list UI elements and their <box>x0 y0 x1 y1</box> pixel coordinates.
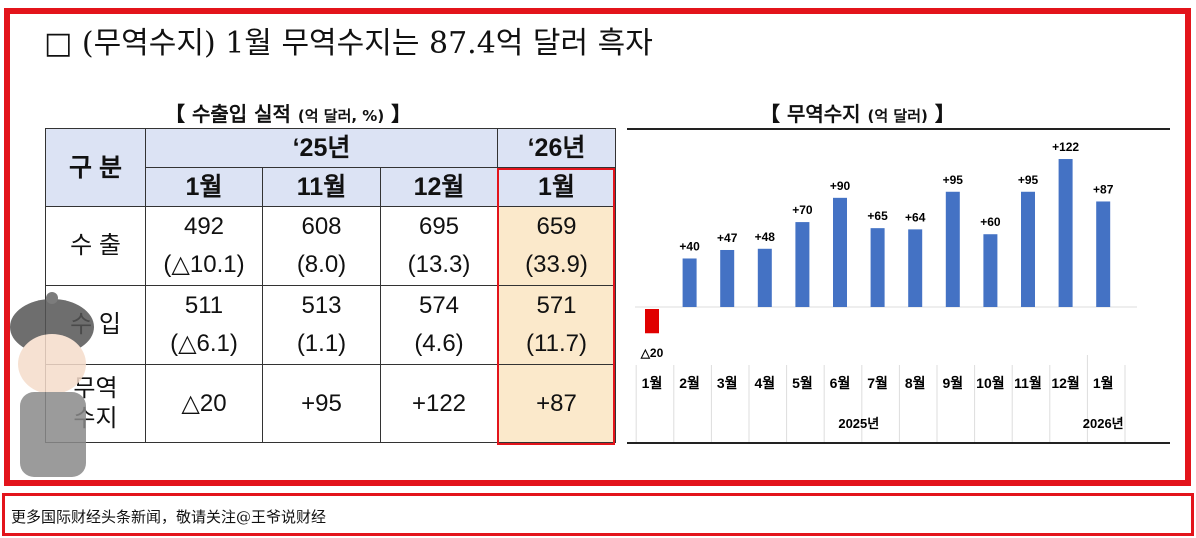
month-label: 1월 <box>1093 375 1114 391</box>
month-label: 6월 <box>830 375 851 391</box>
year-header-2026: ‘26년 <box>497 128 616 168</box>
year-header-2025: ‘25년 <box>145 128 498 168</box>
cell: 659 (33.9) <box>497 206 616 286</box>
change: (11.7) <box>526 330 587 357</box>
highlight-box <box>497 168 615 445</box>
month-label: 4월 <box>754 375 775 391</box>
data-label: +95 <box>943 173 964 187</box>
data-label: +87 <box>1093 182 1114 196</box>
data-label: +64 <box>905 210 926 224</box>
month-label: 7월 <box>867 375 888 391</box>
month-label: 8월 <box>905 375 926 391</box>
corner-header: 구 분 <box>45 128 146 207</box>
cell: 513 (1.1) <box>262 285 381 365</box>
highlight-frame <box>4 8 1191 486</box>
bar <box>795 222 810 307</box>
month-label: 9월 <box>942 375 963 391</box>
chart-unit: (억 달러) <box>867 107 928 125</box>
table-title-text: 【 수출입 실적 <box>165 102 298 126</box>
bar <box>870 228 885 307</box>
value: 608 <box>301 213 342 240</box>
month-header: 1월 <box>497 167 616 207</box>
bar <box>1096 201 1111 307</box>
month-label: 1월 <box>642 375 663 391</box>
value: 513 <box>301 292 342 319</box>
change: (8.0) <box>296 251 347 278</box>
bar <box>1058 159 1073 307</box>
mascot-image <box>10 292 94 477</box>
change: (33.9) <box>525 251 588 278</box>
bar <box>757 248 772 307</box>
footer-note: 更多国际财经头条新闻，敬请关注@王爷说财经 <box>2 493 1194 536</box>
table-title-end: 】 <box>384 102 412 126</box>
year-label: 2025년 <box>838 416 879 431</box>
bar <box>645 309 659 334</box>
data-label: +47 <box>717 231 738 245</box>
data-label: +70 <box>792 203 813 217</box>
change: (13.3) <box>407 251 471 278</box>
headline: □ (무역수지) 1월 무역수지는 87.4억 달러 흑자 <box>44 26 653 61</box>
value: 571 <box>536 292 577 319</box>
bar <box>682 258 697 307</box>
month-label: 12월 <box>1051 375 1079 391</box>
change: (1.1) <box>296 330 347 357</box>
data-label: +40 <box>679 239 700 253</box>
month-label: 3월 <box>717 375 738 391</box>
change: (△10.1) <box>163 251 245 278</box>
row-label: 수 출 <box>45 206 146 286</box>
bar <box>908 229 923 307</box>
month-header: 11월 <box>262 167 381 207</box>
change: (△6.1) <box>170 330 238 357</box>
data-label: +95 <box>1018 173 1039 187</box>
cell: 492 (△10.1) <box>145 206 263 286</box>
trade-balance-chart: △20 1월 +40 2월 +47 3월 +48 4월 +70 5월 +90 6월 +65 7월 +64 8월… <box>627 128 1170 444</box>
chart-title: 【 무역수지 (억 달러) 】 <box>760 98 955 127</box>
bar <box>833 197 847 307</box>
month-label: 5월 <box>792 375 813 391</box>
bar <box>983 234 998 307</box>
cell: 608 (8.0) <box>262 206 381 286</box>
cell: +95 <box>262 364 381 443</box>
data-label: △20 <box>640 346 664 360</box>
month-label: 10월 <box>976 375 1004 391</box>
value: 511 <box>184 292 224 319</box>
bar <box>945 191 960 307</box>
cell: 571 (11.7) <box>497 285 616 365</box>
bar <box>720 249 735 307</box>
value: 695 <box>418 213 460 240</box>
year-label: 2026년 <box>1083 416 1124 431</box>
month-header: 1월 <box>145 167 263 207</box>
month-label: 2월 <box>679 375 700 391</box>
chart-title-text: 【 무역수지 <box>760 102 868 126</box>
cell: +122 <box>380 364 498 443</box>
cell: △20 <box>145 364 263 443</box>
data-label: +122 <box>1052 140 1079 154</box>
month-label: 11월 <box>1014 375 1042 391</box>
data-label: +60 <box>980 215 1001 229</box>
trade-table: 구 분 ‘25년 ‘26년 1월 11월 12월 1월 수 출 492 (△10.… <box>45 128 616 443</box>
change: (4.6) <box>414 330 464 357</box>
value: 659 <box>536 213 577 240</box>
table-row-balance: 무역 수지 △20 +95 +122 +87 <box>45 364 616 443</box>
table-row-import: 수 입 511 (△6.1) 513 (1.1) 574 (4.6) 571 (11.7… <box>45 285 616 365</box>
value: 574 <box>418 292 460 319</box>
table-unit: (억 달러, %) <box>297 107 385 125</box>
data-label: +90 <box>830 179 851 193</box>
data-label: +48 <box>755 230 776 244</box>
month-header: 12월 <box>380 167 498 207</box>
cell: 511 (△6.1) <box>145 285 263 365</box>
cell: 574 (4.6) <box>380 285 498 365</box>
data-label: +65 <box>867 209 888 223</box>
chart-title-end: 】 <box>927 102 955 126</box>
bar <box>1021 191 1035 307</box>
cell: 695 (13.3) <box>380 206 498 286</box>
chart-svg: △20 1월 +40 2월 +47 3월 +48 4월 +70 5월 +90 6월 +65 7월 +64 8월… <box>635 140 1137 442</box>
table-title: 【 수출입 실적 (억 달러, %) 】 <box>165 98 411 127</box>
value: 492 <box>183 213 225 240</box>
